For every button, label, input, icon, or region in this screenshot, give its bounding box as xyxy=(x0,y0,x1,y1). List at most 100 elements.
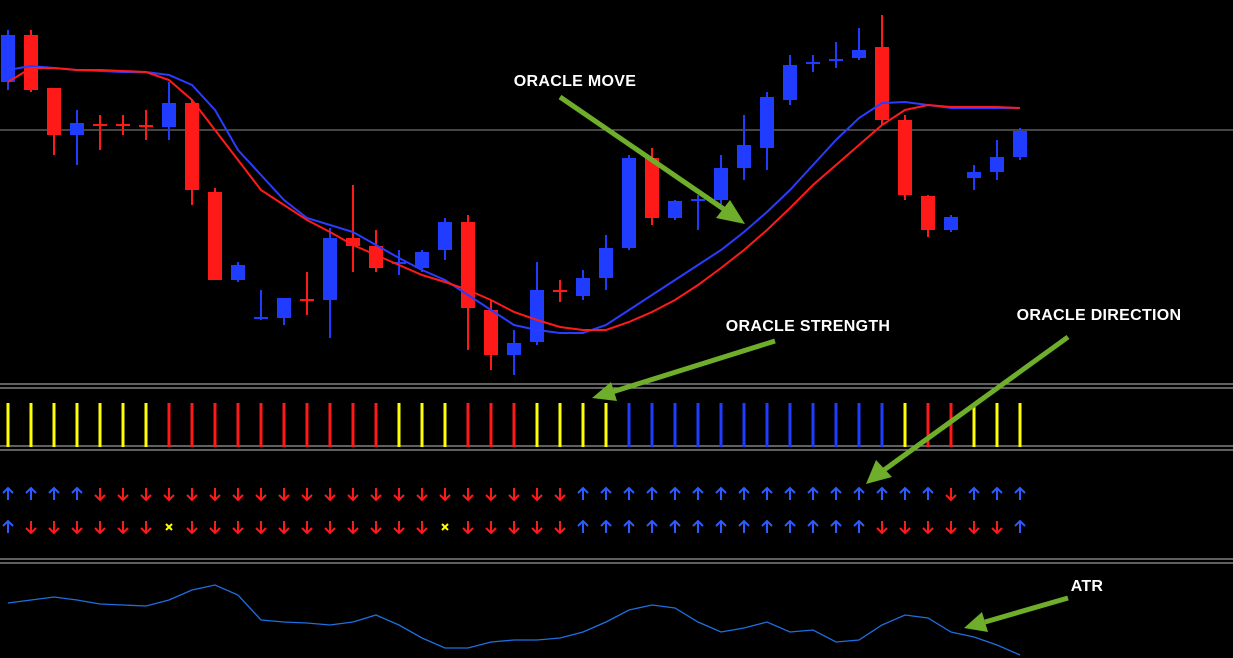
direction-down-arrow xyxy=(232,488,244,502)
strength-bar xyxy=(443,403,447,447)
direction-down-arrow xyxy=(94,521,106,535)
strength-bar xyxy=(305,403,309,447)
strength-bar xyxy=(98,403,102,447)
direction-down-arrow xyxy=(94,488,106,502)
candle-body xyxy=(576,278,590,296)
direction-up-arrow xyxy=(692,519,704,533)
moving-average xyxy=(7,67,1021,331)
direction-up-arrow xyxy=(830,519,842,533)
strength-bar xyxy=(696,403,700,447)
candle-body xyxy=(300,299,314,301)
candle-body xyxy=(1013,131,1027,157)
direction-down-arrow xyxy=(255,521,267,535)
candle-body xyxy=(875,47,889,120)
annotation: ORACLE STRENGTH xyxy=(726,318,891,335)
direction-down-arrow xyxy=(370,521,382,535)
strength-bar xyxy=(52,403,56,447)
candle-body xyxy=(185,103,199,190)
strength-bar xyxy=(466,403,470,447)
strength-bar xyxy=(834,403,838,447)
direction-down-arrow xyxy=(186,488,198,502)
direction-down-arrow xyxy=(209,521,221,535)
strength-bar xyxy=(374,403,378,447)
direction-up-arrow xyxy=(761,519,773,533)
candle-body xyxy=(231,265,245,280)
strength-bar xyxy=(627,403,631,447)
direction-down-arrow xyxy=(508,488,520,502)
direction-cross xyxy=(441,523,449,531)
strength-bar xyxy=(6,403,10,447)
direction-down-arrow xyxy=(968,521,980,535)
direction-up-arrow xyxy=(1014,486,1026,500)
direction-down-arrow xyxy=(554,521,566,535)
direction-down-arrow xyxy=(278,521,290,535)
direction-down-arrow xyxy=(301,521,313,535)
strength-bar xyxy=(995,403,999,447)
candle-body xyxy=(208,192,222,280)
direction-up-arrow xyxy=(2,519,14,533)
direction-up-arrow xyxy=(623,519,635,533)
candle-body xyxy=(783,65,797,100)
direction-down-arrow xyxy=(25,521,37,535)
direction-up-arrow xyxy=(922,486,934,500)
candle-body xyxy=(254,317,268,319)
direction-up-arrow xyxy=(715,486,727,500)
candle-body xyxy=(668,201,682,218)
direction-up-arrow xyxy=(48,486,60,500)
direction-up-arrow xyxy=(646,519,658,533)
direction-up-arrow xyxy=(761,486,773,500)
candle-body xyxy=(415,252,429,268)
candle-body xyxy=(47,88,61,135)
direction-up-arrow xyxy=(784,486,796,500)
direction-up-arrow xyxy=(968,486,980,500)
direction-up-arrow xyxy=(577,486,589,500)
direction-up-arrow xyxy=(692,486,704,500)
direction-up-arrow xyxy=(71,486,83,500)
direction-down-arrow xyxy=(71,521,83,535)
candle-body xyxy=(691,199,705,201)
direction-down-arrow xyxy=(393,488,405,502)
candle-body xyxy=(967,172,981,178)
candle-body xyxy=(852,50,866,58)
direction-up-arrow xyxy=(876,486,888,500)
strength-bar xyxy=(673,403,677,447)
strength-bar xyxy=(29,403,33,447)
direction-down-arrow xyxy=(416,488,428,502)
candle-body xyxy=(760,97,774,148)
direction-up-arrow xyxy=(646,486,658,500)
strength-bar xyxy=(857,403,861,447)
direction-down-arrow xyxy=(232,521,244,535)
direction-up-arrow xyxy=(853,486,865,500)
strength-bar xyxy=(489,403,493,447)
direction-down-arrow xyxy=(462,521,474,535)
annotation: ORACLE MOVE xyxy=(514,73,636,90)
direction-up-arrow xyxy=(669,519,681,533)
candle-body xyxy=(323,238,337,300)
candle-body xyxy=(392,262,406,264)
strength-bar xyxy=(581,403,585,447)
candle-body xyxy=(553,290,567,292)
direction-down-arrow xyxy=(554,488,566,502)
strength-bar xyxy=(926,403,930,447)
candle-body xyxy=(990,157,1004,172)
strength-bar xyxy=(213,403,217,447)
candle-body xyxy=(438,222,452,250)
moving-average xyxy=(7,64,1020,334)
candle-body xyxy=(1,35,15,82)
direction-down-arrow xyxy=(301,488,313,502)
pointer-head xyxy=(866,460,892,484)
direction-down-arrow xyxy=(876,521,888,535)
candle-body xyxy=(484,310,498,355)
strength-bar xyxy=(144,403,148,447)
direction-down-arrow xyxy=(485,488,497,502)
direction-down-arrow xyxy=(48,521,60,535)
direction-up-arrow xyxy=(1014,519,1026,533)
direction-down-arrow xyxy=(140,521,152,535)
strength-bar xyxy=(397,403,401,447)
strength-bar xyxy=(535,403,539,447)
direction-up-arrow xyxy=(623,486,635,500)
candle-body xyxy=(369,246,383,268)
direction-down-arrow xyxy=(393,521,405,535)
direction-up-arrow xyxy=(738,519,750,533)
